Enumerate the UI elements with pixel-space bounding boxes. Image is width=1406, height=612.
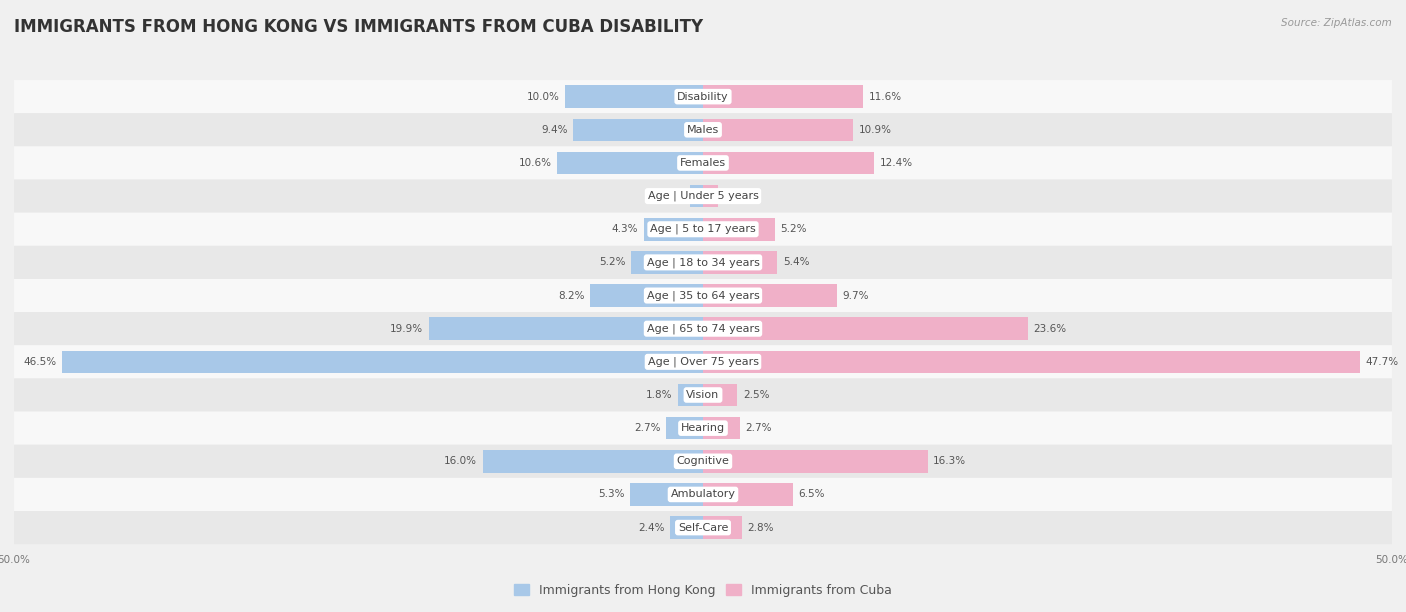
Text: 1.8%: 1.8%	[647, 390, 672, 400]
Bar	[574, 119, 703, 141]
Bar	[678, 384, 703, 406]
Text: 2.4%: 2.4%	[638, 523, 665, 532]
Text: Vision: Vision	[686, 390, 720, 400]
Text: 9.4%: 9.4%	[541, 125, 568, 135]
Text: 2.5%: 2.5%	[742, 390, 769, 400]
Bar	[690, 185, 703, 207]
FancyBboxPatch shape	[14, 179, 1392, 212]
Text: Age | 5 to 17 years: Age | 5 to 17 years	[650, 224, 756, 234]
Text: 5.2%: 5.2%	[599, 258, 626, 267]
FancyBboxPatch shape	[14, 478, 1392, 511]
Text: Ambulatory: Ambulatory	[671, 490, 735, 499]
FancyBboxPatch shape	[14, 113, 1392, 146]
Text: 6.5%: 6.5%	[799, 490, 824, 499]
Text: 12.4%: 12.4%	[879, 158, 912, 168]
Text: 10.6%: 10.6%	[519, 158, 551, 168]
Text: Age | Over 75 years: Age | Over 75 years	[648, 357, 758, 367]
Bar	[703, 517, 741, 539]
Text: 10.0%: 10.0%	[527, 92, 560, 102]
Text: Source: ZipAtlas.com: Source: ZipAtlas.com	[1281, 18, 1392, 28]
Text: IMMIGRANTS FROM HONG KONG VS IMMIGRANTS FROM CUBA DISABILITY: IMMIGRANTS FROM HONG KONG VS IMMIGRANTS …	[14, 18, 703, 36]
Text: Disability: Disability	[678, 92, 728, 102]
Text: 2.7%: 2.7%	[634, 423, 661, 433]
Bar	[565, 85, 703, 108]
Bar	[482, 450, 703, 472]
Bar	[669, 517, 703, 539]
Text: 4.3%: 4.3%	[612, 224, 638, 234]
FancyBboxPatch shape	[14, 445, 1392, 478]
FancyBboxPatch shape	[14, 378, 1392, 411]
Text: Females: Females	[681, 158, 725, 168]
FancyBboxPatch shape	[14, 146, 1392, 179]
Legend: Immigrants from Hong Kong, Immigrants from Cuba: Immigrants from Hong Kong, Immigrants fr…	[509, 579, 897, 602]
Bar	[703, 483, 793, 506]
Text: 16.3%: 16.3%	[934, 457, 966, 466]
Text: Self-Care: Self-Care	[678, 523, 728, 532]
Bar	[703, 119, 853, 141]
Bar	[631, 251, 703, 274]
FancyBboxPatch shape	[14, 246, 1392, 279]
Text: 2.7%: 2.7%	[745, 423, 772, 433]
Text: 10.9%: 10.9%	[859, 125, 891, 135]
Text: 0.95%: 0.95%	[651, 191, 685, 201]
Bar	[703, 185, 718, 207]
Text: Age | 18 to 34 years: Age | 18 to 34 years	[647, 257, 759, 267]
FancyBboxPatch shape	[14, 312, 1392, 345]
Bar	[703, 318, 1028, 340]
Bar	[703, 417, 740, 439]
Text: 2.8%: 2.8%	[747, 523, 773, 532]
Bar	[630, 483, 703, 506]
Bar	[62, 351, 703, 373]
Text: 5.4%: 5.4%	[783, 258, 810, 267]
FancyBboxPatch shape	[14, 279, 1392, 312]
Text: 5.2%: 5.2%	[780, 224, 807, 234]
Text: 9.7%: 9.7%	[842, 291, 869, 300]
Text: Cognitive: Cognitive	[676, 457, 730, 466]
Bar	[666, 417, 703, 439]
Text: Hearing: Hearing	[681, 423, 725, 433]
FancyBboxPatch shape	[14, 345, 1392, 378]
Text: 11.6%: 11.6%	[869, 92, 901, 102]
Bar	[703, 284, 837, 307]
FancyBboxPatch shape	[14, 80, 1392, 113]
FancyBboxPatch shape	[14, 212, 1392, 246]
Text: 19.9%: 19.9%	[391, 324, 423, 334]
Text: 16.0%: 16.0%	[444, 457, 477, 466]
Text: Age | Under 5 years: Age | Under 5 years	[648, 191, 758, 201]
Bar	[703, 384, 738, 406]
Bar	[429, 318, 703, 340]
Bar	[703, 85, 863, 108]
Text: 8.2%: 8.2%	[558, 291, 585, 300]
Text: 23.6%: 23.6%	[1033, 324, 1067, 334]
Bar	[703, 152, 875, 174]
Bar	[591, 284, 703, 307]
Text: 46.5%: 46.5%	[24, 357, 56, 367]
Text: 1.1%: 1.1%	[724, 191, 751, 201]
Text: Age | 65 to 74 years: Age | 65 to 74 years	[647, 324, 759, 334]
Bar	[703, 251, 778, 274]
FancyBboxPatch shape	[14, 411, 1392, 445]
Bar	[703, 218, 775, 241]
Text: Males: Males	[688, 125, 718, 135]
Bar	[557, 152, 703, 174]
Text: 5.3%: 5.3%	[598, 490, 624, 499]
Text: Age | 35 to 64 years: Age | 35 to 64 years	[647, 290, 759, 300]
Text: 47.7%: 47.7%	[1365, 357, 1399, 367]
Bar	[703, 450, 928, 472]
FancyBboxPatch shape	[14, 511, 1392, 544]
Bar	[644, 218, 703, 241]
Bar	[703, 351, 1360, 373]
